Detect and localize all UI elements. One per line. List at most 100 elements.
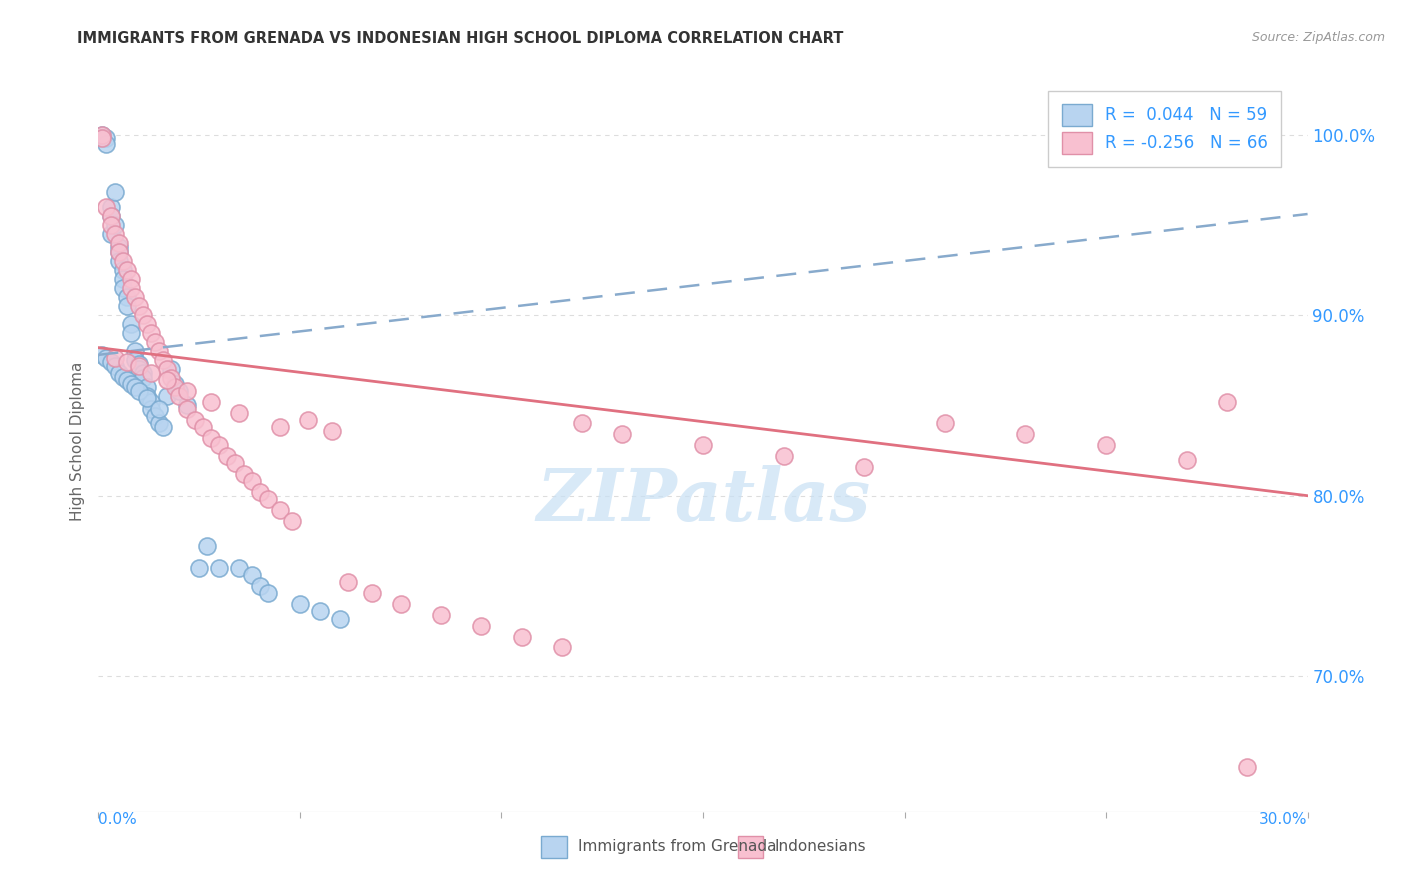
Point <box>103 359 125 373</box>
Point <box>91 128 114 142</box>
Point <box>228 406 250 420</box>
Point <box>124 290 146 304</box>
Point <box>361 586 384 600</box>
Point <box>91 131 114 145</box>
Point <box>132 308 155 322</box>
Point <box>135 389 157 403</box>
Point <box>208 438 231 452</box>
Point <box>321 424 343 438</box>
Point <box>240 568 263 582</box>
Point <box>184 413 207 427</box>
Point <box>132 366 155 380</box>
Point <box>148 344 170 359</box>
Point <box>111 281 134 295</box>
Point <box>96 131 118 145</box>
Point <box>510 630 533 644</box>
Point <box>139 326 162 341</box>
Point <box>139 366 162 380</box>
Point <box>337 575 360 590</box>
Point <box>228 561 250 575</box>
Point <box>107 244 129 259</box>
Point <box>103 218 125 232</box>
Point <box>288 597 311 611</box>
Point <box>100 218 122 232</box>
Point <box>139 402 162 417</box>
Point <box>111 263 134 277</box>
Point <box>103 227 125 241</box>
Point <box>188 561 211 575</box>
Point <box>135 317 157 331</box>
Point <box>256 586 278 600</box>
Point <box>269 503 291 517</box>
Point <box>156 362 179 376</box>
Point <box>297 413 319 427</box>
Point <box>100 227 122 241</box>
Point <box>232 467 254 481</box>
Point <box>124 344 146 359</box>
Point <box>167 389 190 403</box>
Point <box>107 254 129 268</box>
Point <box>200 431 222 445</box>
Point <box>111 254 134 268</box>
Point <box>111 272 134 286</box>
Point <box>128 362 150 376</box>
Text: Immigrants from Grenada: Immigrants from Grenada <box>578 839 776 855</box>
Text: 30.0%: 30.0% <box>1260 812 1308 827</box>
Text: Source: ZipAtlas.com: Source: ZipAtlas.com <box>1251 31 1385 45</box>
Y-axis label: High School Diploma: High School Diploma <box>70 362 86 521</box>
Point <box>692 438 714 452</box>
Point <box>107 244 129 259</box>
Point <box>160 371 183 385</box>
Point <box>143 335 166 350</box>
Point <box>115 373 138 387</box>
Point <box>152 353 174 368</box>
Point <box>853 459 876 474</box>
Point <box>96 136 118 151</box>
Point <box>103 186 125 200</box>
Point <box>96 351 118 366</box>
Point <box>128 359 150 373</box>
Point <box>571 417 593 431</box>
Point <box>1095 438 1118 452</box>
Point <box>256 492 278 507</box>
Point <box>217 449 239 463</box>
Point <box>1014 427 1036 442</box>
Point <box>132 371 155 385</box>
Point <box>143 409 166 424</box>
Point <box>91 128 114 142</box>
Point <box>124 380 146 394</box>
Point <box>208 561 231 575</box>
Legend: R =  0.044   N = 59, R = -0.256   N = 66: R = 0.044 N = 59, R = -0.256 N = 66 <box>1049 91 1281 167</box>
Point <box>103 351 125 366</box>
Point <box>156 389 179 403</box>
Text: 0.0%: 0.0% <box>98 812 138 827</box>
Point <box>120 326 142 341</box>
Point <box>107 239 129 253</box>
Point <box>470 618 492 632</box>
Point <box>115 355 138 369</box>
Point <box>224 456 246 470</box>
Point <box>176 402 198 417</box>
Point <box>772 449 794 463</box>
Point <box>115 290 138 304</box>
Point <box>551 640 574 655</box>
Point <box>135 391 157 405</box>
Point <box>128 357 150 371</box>
Point <box>309 604 332 618</box>
Point <box>156 373 179 387</box>
Point <box>148 417 170 431</box>
Text: Indonesians: Indonesians <box>775 839 866 855</box>
Point <box>163 376 186 391</box>
Point <box>281 514 304 528</box>
Text: ZIPatlas: ZIPatlas <box>536 466 870 536</box>
Point <box>139 394 162 409</box>
Point <box>612 427 634 442</box>
Point <box>100 200 122 214</box>
Point <box>91 131 114 145</box>
Point <box>124 353 146 368</box>
Point <box>91 348 114 362</box>
Point <box>163 380 186 394</box>
Point <box>100 209 122 223</box>
Point <box>135 380 157 394</box>
Point <box>152 420 174 434</box>
